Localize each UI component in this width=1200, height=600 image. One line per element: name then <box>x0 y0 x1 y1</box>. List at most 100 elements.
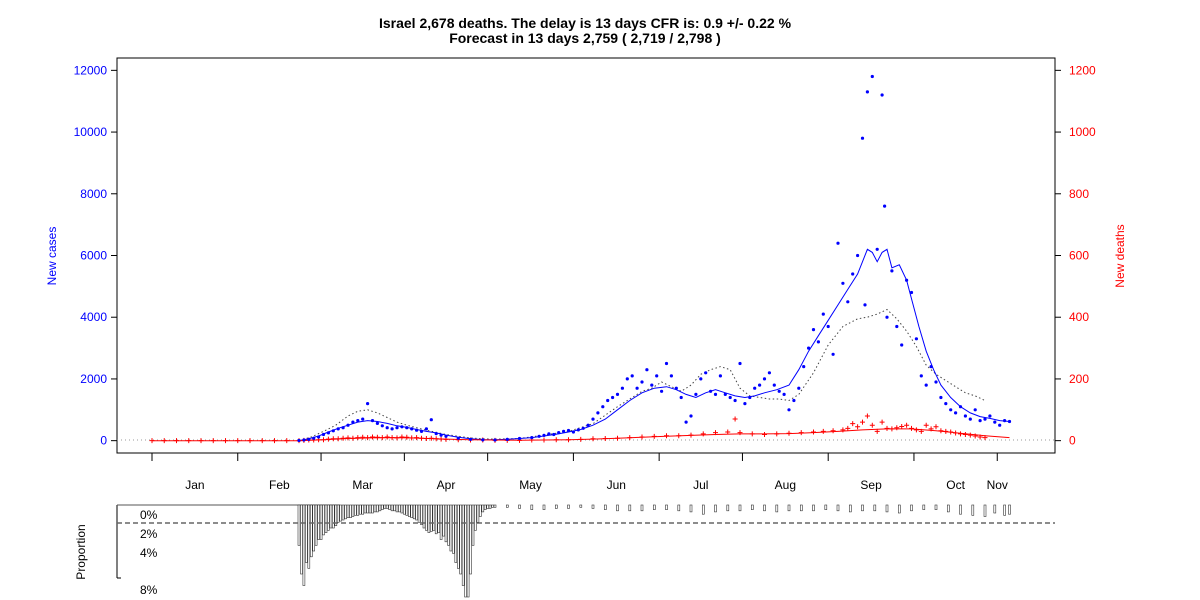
cases-dot <box>625 377 629 381</box>
cases-dot <box>679 395 683 400</box>
cases-dot <box>831 352 835 356</box>
deaths-point <box>355 435 361 441</box>
proportion-bar <box>449 504 453 552</box>
cases-dot <box>958 405 963 409</box>
proportion-bar <box>398 504 401 513</box>
proportion-bar <box>351 504 355 517</box>
proportion-bar <box>434 504 438 535</box>
cases-dot <box>562 429 566 433</box>
proportion-bar <box>824 504 828 510</box>
cases-dot <box>611 395 615 400</box>
cases-dot <box>456 436 460 440</box>
deaths-point <box>894 425 900 431</box>
cases-dot <box>530 436 534 440</box>
cases-dot <box>875 247 879 251</box>
left-axis-tick-label: 2000 <box>80 372 107 386</box>
proportion-bar <box>959 504 962 515</box>
proportion-bar <box>488 504 492 509</box>
proportion-bar <box>302 504 306 586</box>
month-label: May <box>519 478 542 492</box>
proportion-bar <box>452 504 455 554</box>
cases-dot <box>547 432 551 436</box>
proportion-bar <box>474 504 477 531</box>
proportion-bar <box>425 504 428 531</box>
proportion-bar <box>314 504 318 546</box>
cases-dot <box>660 389 664 393</box>
month-axis: Jan Feb Mar Apr May Jun Jul Aug Sep Oct Nov <box>151 453 1008 492</box>
proportion-bar <box>478 504 482 517</box>
deaths-point <box>676 433 682 439</box>
deaths-point <box>602 435 608 441</box>
proportion-bar <box>427 504 431 533</box>
cases-dot <box>481 438 485 442</box>
proportion-bar <box>432 504 436 531</box>
deaths-point <box>161 438 167 444</box>
cases-dot <box>900 343 904 347</box>
cases-dot <box>782 392 786 396</box>
cases-dot <box>596 411 600 415</box>
cases-dot <box>395 426 399 430</box>
proportion-axis-title: Proportion <box>74 524 88 579</box>
chart-title-line1: Israel 2,678 deaths. The delay is 13 day… <box>379 15 792 31</box>
proportion-bar <box>378 504 382 512</box>
proportion-bar <box>344 504 347 520</box>
cases-dot <box>753 386 757 390</box>
deaths-point <box>737 430 743 436</box>
cases-dot <box>988 414 992 418</box>
proportion-bar <box>336 504 340 523</box>
proportion-bar <box>312 504 316 552</box>
proportion-bar <box>738 504 742 512</box>
proportion-bar <box>309 504 313 558</box>
cases-dot <box>297 438 301 443</box>
cases-dot <box>929 365 933 369</box>
proportion-bar <box>420 504 423 525</box>
cases-dot <box>863 303 867 307</box>
cases-dot <box>669 374 674 378</box>
cases-dot <box>919 374 923 378</box>
proportion-bar <box>407 504 411 517</box>
deaths-point <box>321 437 326 443</box>
plot-frame <box>116 57 1056 454</box>
deaths-point <box>688 432 694 438</box>
cases-dot <box>762 377 767 381</box>
proportion-bar <box>447 504 450 546</box>
cases-dot <box>415 428 419 432</box>
series-cases-dotted <box>298 308 986 442</box>
cases-dot <box>346 423 350 427</box>
proportion-bar <box>922 504 926 510</box>
deaths-point <box>864 413 870 419</box>
deaths-point <box>830 428 836 434</box>
proportion-bar <box>390 504 394 512</box>
cases-dot <box>713 392 718 396</box>
proportion-bar <box>341 504 345 521</box>
deaths-point <box>210 438 216 444</box>
cases-dot <box>429 418 433 422</box>
cases-dot <box>321 432 326 437</box>
cases-dot <box>400 425 404 429</box>
cases-dot <box>505 437 509 441</box>
deaths-point <box>977 434 983 440</box>
cases-dot <box>704 371 708 375</box>
cases-dot <box>586 423 590 427</box>
cases-dot <box>581 426 585 430</box>
proportion-bar <box>665 504 668 510</box>
proportion-bar <box>356 504 360 516</box>
cases-dot <box>758 383 762 387</box>
proportion-bar <box>983 504 987 517</box>
proportion-bar <box>726 504 730 512</box>
proportion-bar <box>476 504 480 523</box>
cases-dot <box>419 429 424 433</box>
deaths-point <box>360 434 366 440</box>
deaths-point <box>423 435 429 441</box>
deaths-point <box>732 416 738 422</box>
deaths-point <box>186 438 192 444</box>
deaths-point <box>651 433 657 439</box>
cases-dot <box>312 436 316 440</box>
left-axis-title: New cases <box>45 227 59 286</box>
cases-dot <box>552 432 556 437</box>
left-axis-tick-label: 8000 <box>80 187 107 201</box>
deaths-point <box>958 431 963 437</box>
month-label: Jul <box>693 478 708 492</box>
cases-dot <box>914 337 919 341</box>
deaths-point <box>874 428 880 434</box>
